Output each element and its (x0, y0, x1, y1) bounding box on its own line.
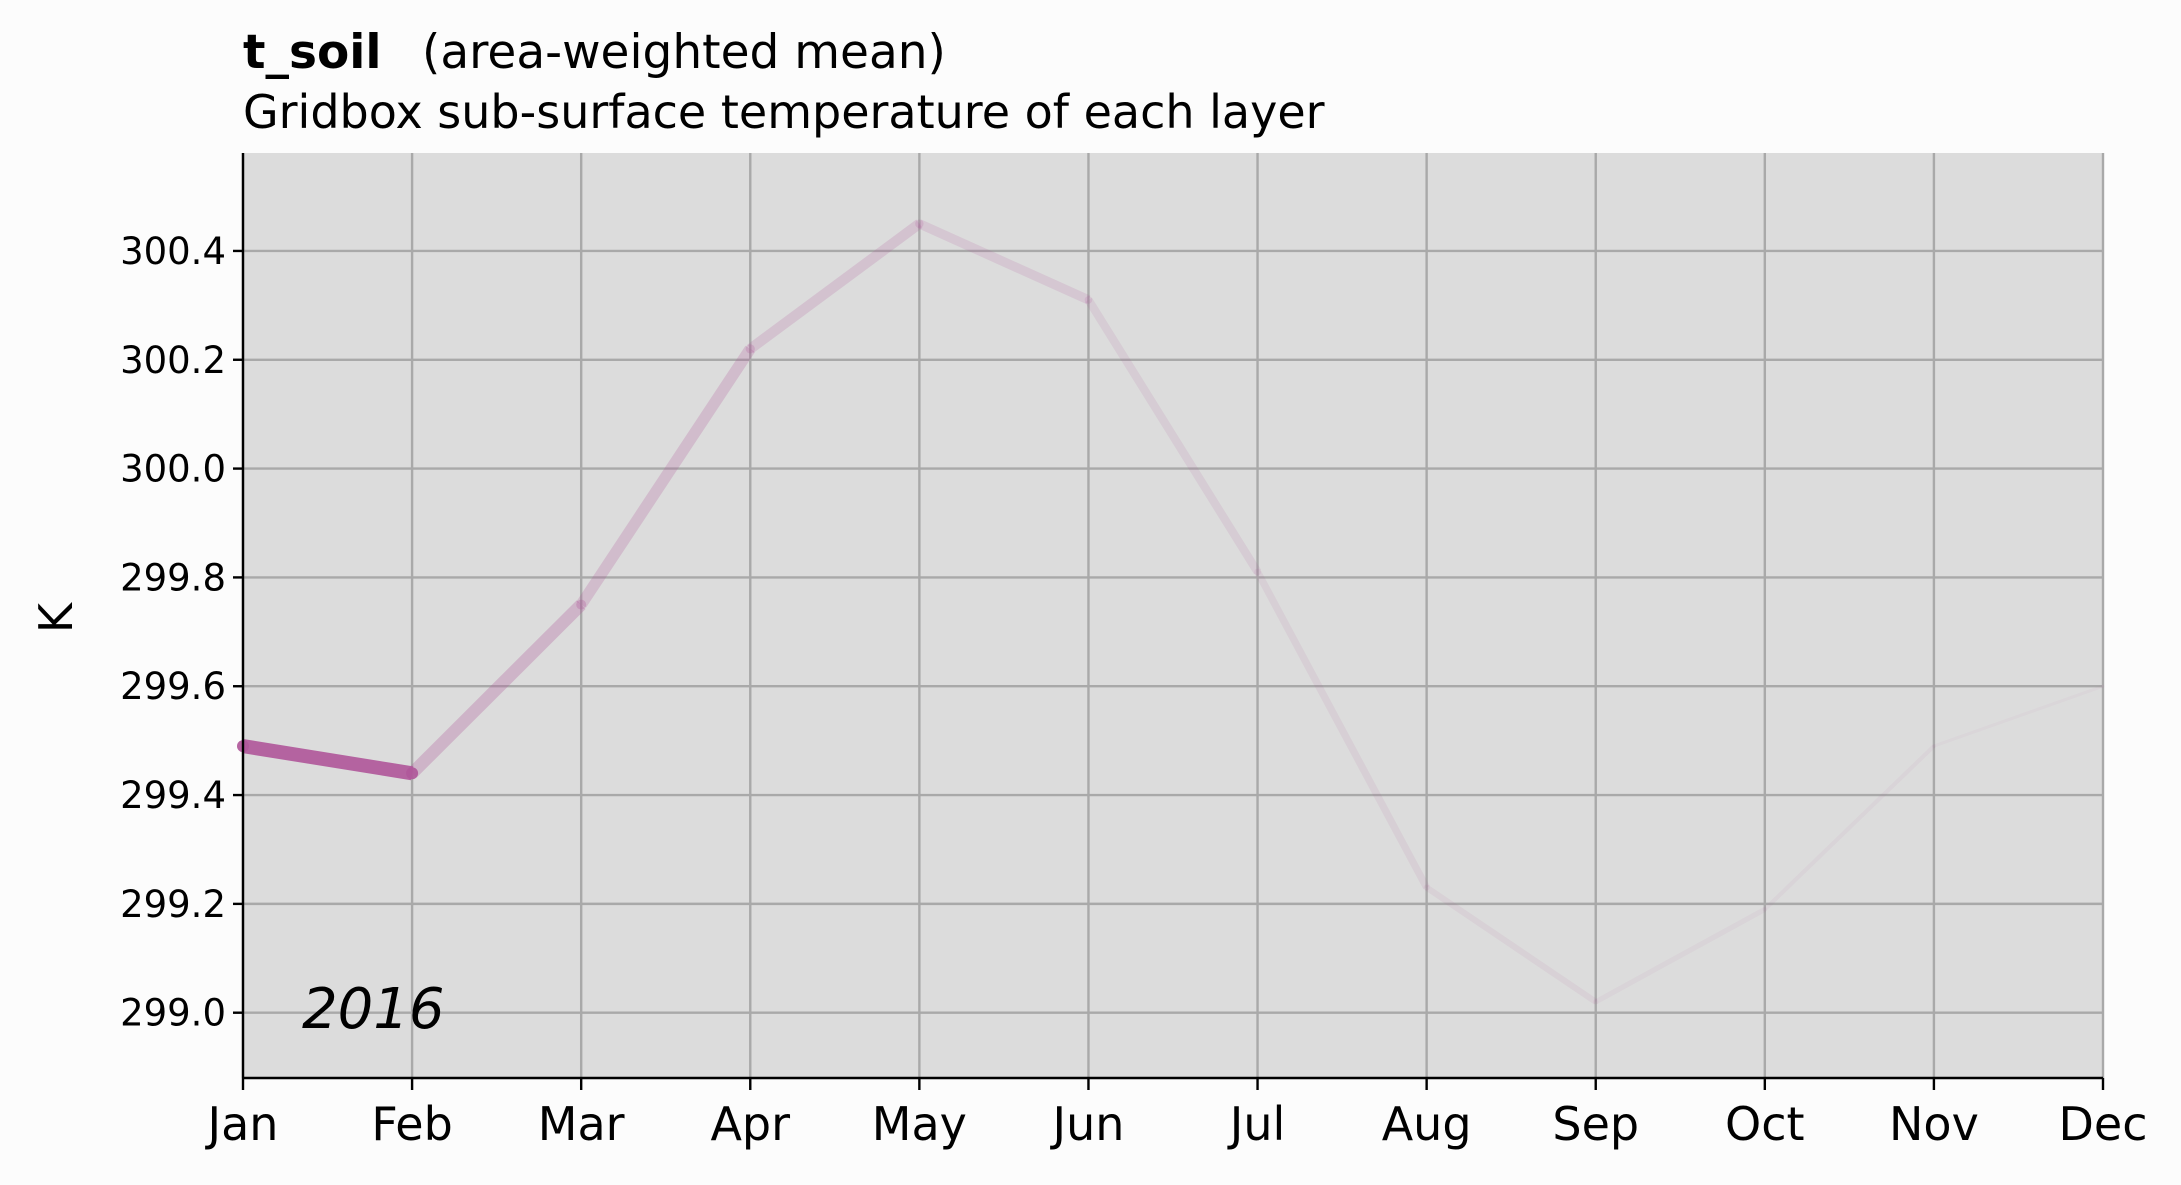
y-tick-label: 299.0 (120, 992, 226, 1035)
x-tick-label: Jun (1050, 1097, 1125, 1151)
series-segment (576, 345, 756, 608)
series-segment (1084, 297, 1262, 575)
series-segment (241, 739, 414, 781)
year-annotation: 2016 (302, 977, 445, 1042)
data-point (406, 767, 419, 780)
x-tick-label: Apr (710, 1097, 790, 1151)
data-point (1932, 744, 1936, 748)
x-tick-label: Aug (1382, 1097, 1472, 1151)
x-tick-label: Dec (2058, 1097, 2147, 1151)
chart-title-qualifier: (area-weighted mean) (422, 25, 946, 80)
series-segment (917, 219, 1091, 305)
grid (241, 153, 2105, 1078)
y-axis-label: K (29, 601, 83, 633)
data-point (576, 599, 587, 610)
data-point (915, 219, 924, 228)
series-segment (1763, 744, 1936, 911)
series-layer (237, 219, 2105, 1005)
y-tick-label: 299.8 (120, 556, 226, 599)
data-point (1593, 999, 1599, 1005)
x-tick-label: Sep (1552, 1097, 1639, 1151)
y-tick-label: 299.2 (120, 883, 226, 926)
x-tick-label: Jan (205, 1097, 279, 1151)
y-tick-label: 299.4 (120, 774, 226, 817)
x-tick-label: May (872, 1097, 967, 1151)
x-tick-label: Mar (538, 1097, 625, 1151)
x-tick-label: Oct (1725, 1097, 1805, 1151)
data-point (1423, 884, 1430, 891)
y-tick-label: 300.0 (120, 448, 226, 491)
x-tick-label: Feb (371, 1097, 452, 1151)
data-point (1084, 296, 1093, 304)
series-segment (1594, 907, 1767, 1005)
y-axis-ticks: 299.0 299.2 299.4 299.6 299.8 300.0 300.2 300.4 (120, 230, 243, 1035)
y-tick-label: 300.4 (120, 230, 226, 273)
chart-title: t_soil (243, 25, 381, 80)
y-tick-label: 299.6 (120, 665, 226, 708)
x-tick-label: Nov (1889, 1097, 1979, 1151)
y-tick-label: 300.2 (120, 339, 226, 382)
series-segment (407, 600, 586, 778)
x-axis-ticks: Jan Feb Mar Apr May Jun Jul Aug Sep Oct Nov Dec (205, 1078, 2148, 1151)
x-tick-label: Jul (1227, 1097, 1286, 1151)
series-segment (1424, 884, 1598, 1005)
series-segment (1933, 684, 2104, 748)
plot-area (243, 153, 2103, 1078)
data-point (2101, 684, 2105, 688)
data-point (745, 344, 755, 354)
data-point (1762, 907, 1768, 912)
data-point (1254, 568, 1261, 576)
chart-subtitle: Gridbox sub-surface temperature of each … (243, 85, 1325, 139)
series-segment (1254, 570, 1430, 890)
series-segment (747, 219, 923, 354)
